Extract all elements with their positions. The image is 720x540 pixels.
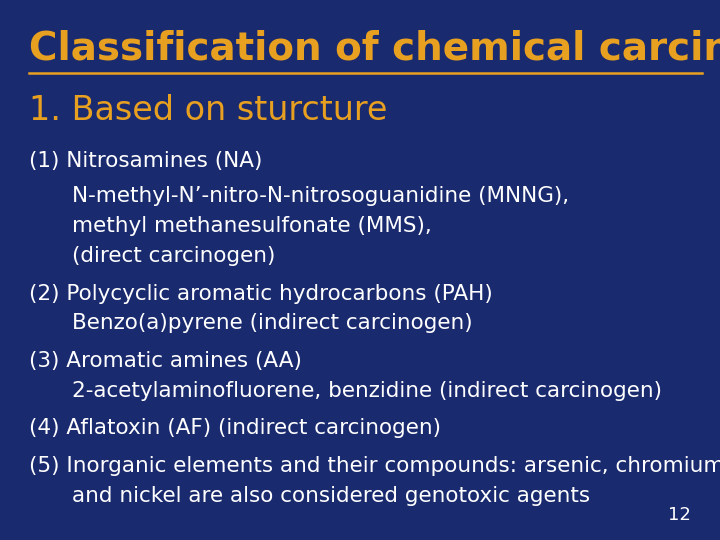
Text: (4) Aflatoxin (AF) (indirect carcinogen): (4) Aflatoxin (AF) (indirect carcinogen) (29, 418, 441, 438)
Text: methyl methanesulfonate (MMS),: methyl methanesulfonate (MMS), (72, 216, 432, 236)
Text: (1) Nitrosamines (NA): (1) Nitrosamines (NA) (29, 151, 262, 171)
Text: Benzo(a)pyrene (indirect carcinogen): Benzo(a)pyrene (indirect carcinogen) (72, 313, 472, 333)
Text: 1. Based on sturcture: 1. Based on sturcture (29, 94, 387, 127)
Text: N-methyl-N’-nitro-N-nitrosoguanidine (MNNG),: N-methyl-N’-nitro-N-nitrosoguanidine (MN… (72, 186, 569, 206)
Text: 12: 12 (668, 506, 691, 524)
Text: and nickel are also considered genotoxic agents: and nickel are also considered genotoxic… (72, 486, 590, 506)
Text: (direct carcinogen): (direct carcinogen) (72, 246, 275, 266)
Text: (2) Polycyclic aromatic hydrocarbons (PAH): (2) Polycyclic aromatic hydrocarbons (PA… (29, 284, 492, 303)
Text: (5) Inorganic elements and their compounds: arsenic, chromium,: (5) Inorganic elements and their compoun… (29, 456, 720, 476)
Text: (3) Aromatic amines (AA): (3) Aromatic amines (AA) (29, 351, 302, 371)
Text: Classification of chemical carcinogens: Classification of chemical carcinogens (29, 30, 720, 68)
Text: 2-acetylaminofluorene, benzidine (indirect carcinogen): 2-acetylaminofluorene, benzidine (indire… (72, 381, 662, 401)
